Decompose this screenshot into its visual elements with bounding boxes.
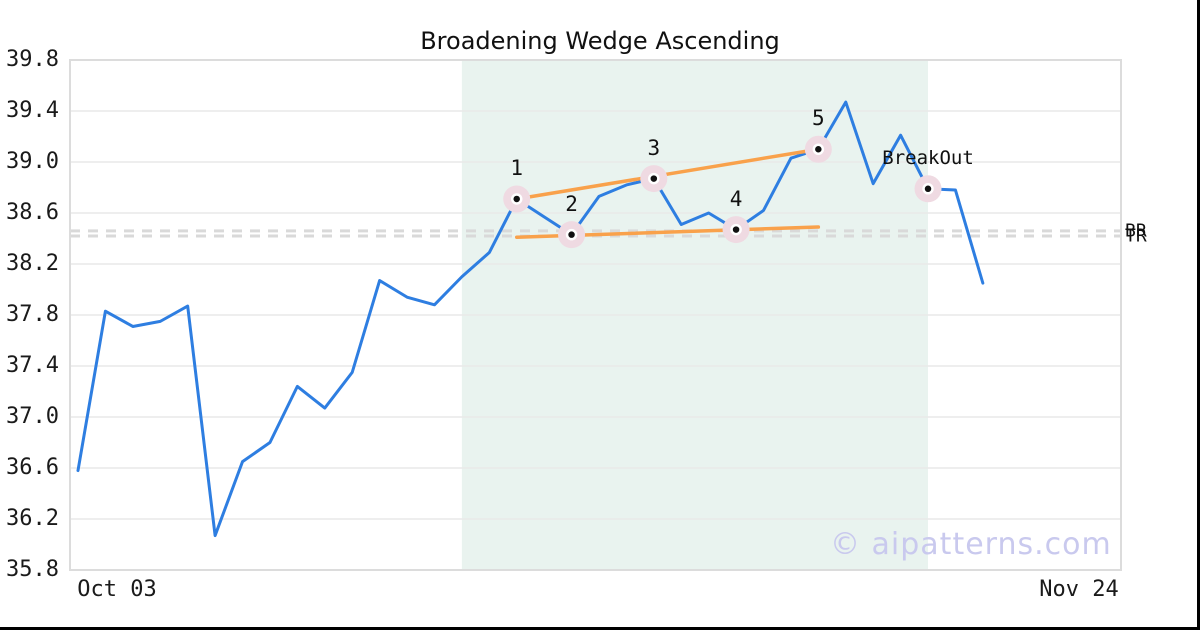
pattern-point-dot bbox=[510, 193, 523, 205]
pattern-point-label: 4 bbox=[729, 186, 743, 211]
trendline-upper bbox=[514, 147, 821, 201]
y-tick-label: 37.4 bbox=[6, 353, 59, 378]
level-label-tr: TR bbox=[1125, 225, 1147, 247]
pattern-point-dot bbox=[648, 172, 660, 185]
pattern-point-dot bbox=[922, 183, 934, 195]
pattern-point-label: 3 bbox=[647, 135, 661, 160]
watermark: © aipatterns.com bbox=[830, 527, 1112, 562]
pattern-point-label: 2 bbox=[565, 191, 578, 216]
breakout-label: BreakOut bbox=[882, 146, 974, 169]
y-tick-label: 35.8 bbox=[6, 557, 59, 582]
pattern-point-dot bbox=[565, 228, 578, 241]
y-tick-label: 39.4 bbox=[6, 98, 59, 123]
chart-title: Broadening Wedge Ascending bbox=[420, 27, 780, 55]
x-tick-label-end: Nov 24 bbox=[1039, 577, 1119, 602]
pattern-point-label: 5 bbox=[812, 106, 825, 131]
y-tick-label: 36.2 bbox=[6, 506, 59, 531]
price-line bbox=[76, 100, 985, 538]
pattern-point-dot bbox=[730, 223, 742, 236]
level-label-br: BR bbox=[1125, 220, 1147, 242]
y-tick-label: 38.2 bbox=[6, 251, 59, 276]
pattern-point-label: 1 bbox=[510, 155, 524, 180]
pattern-point-dot bbox=[812, 143, 825, 155]
x-tick-label-start: Oct 03 bbox=[77, 577, 157, 602]
plot-border bbox=[69, 59, 1122, 571]
y-tick-label: 39.8 bbox=[6, 47, 59, 72]
y-tick-label: 36.6 bbox=[6, 455, 59, 480]
y-tick-label: 38.6 bbox=[6, 200, 59, 225]
y-tick-label: 39.0 bbox=[6, 149, 59, 174]
y-tick-label: 37.0 bbox=[6, 404, 59, 429]
y-tick-label: 37.8 bbox=[6, 302, 59, 327]
